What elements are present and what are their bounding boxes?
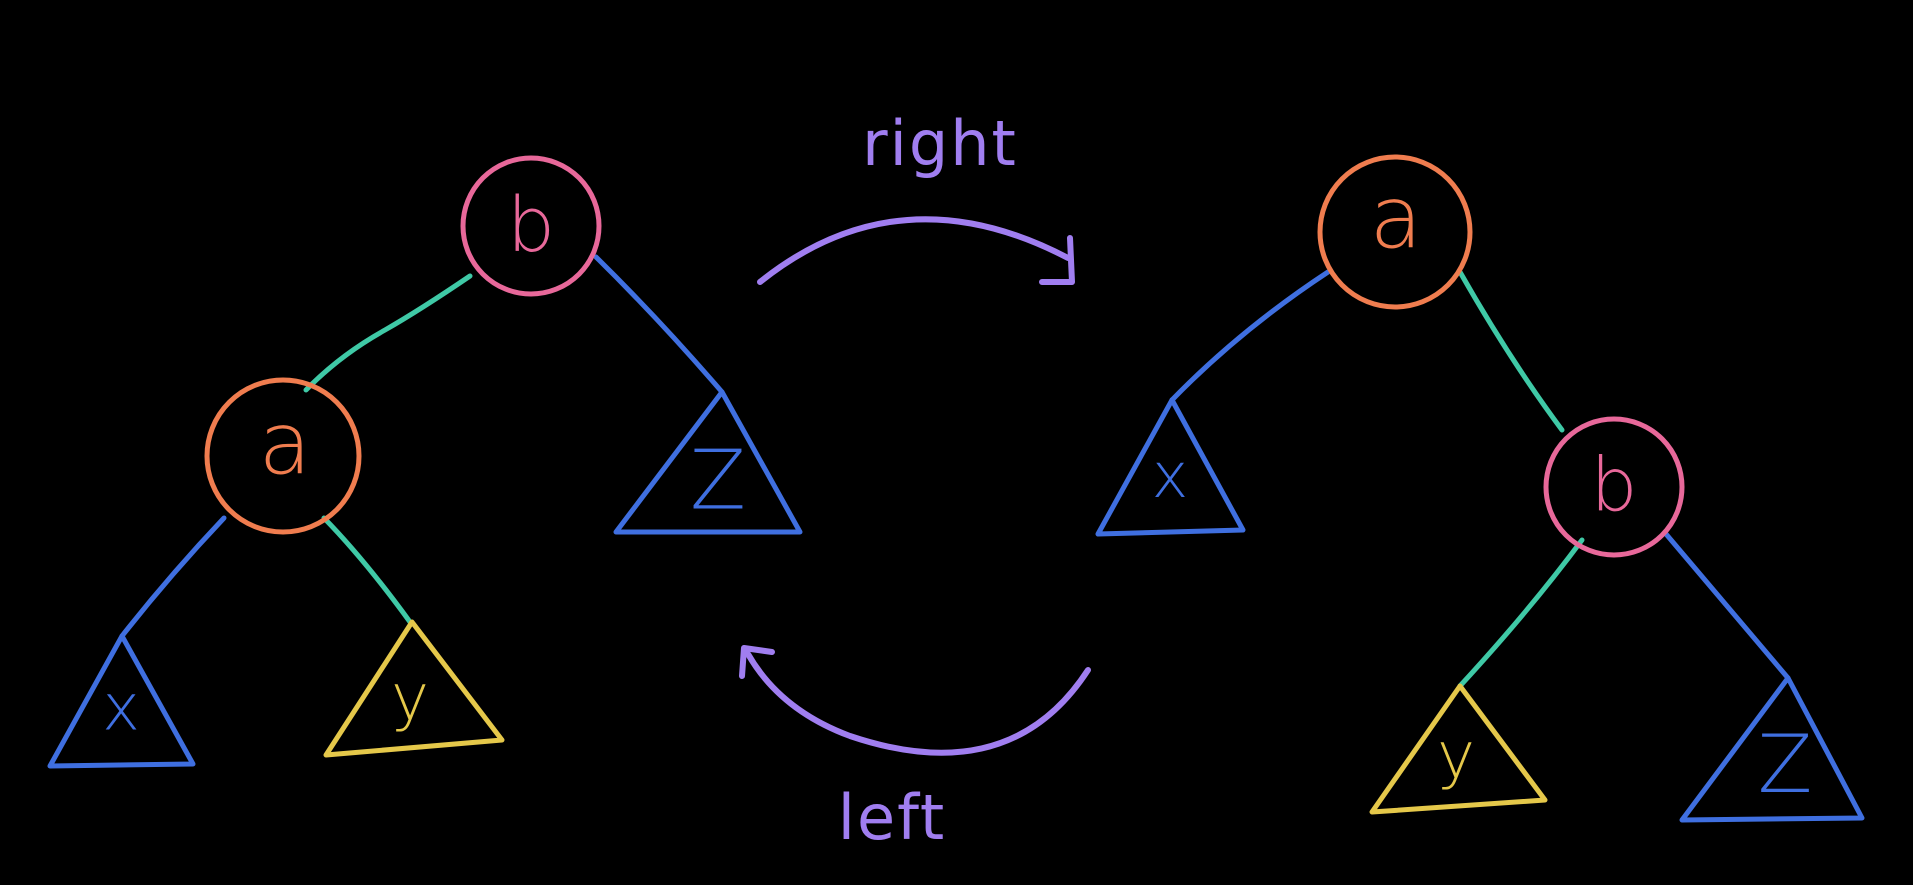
right-tree-edge-b-to-z xyxy=(1663,531,1791,681)
left-tree: b a x y Z xyxy=(47,155,803,769)
left-tree-subtree-z-label: Z xyxy=(690,434,746,529)
left-tree-edge-b-to-a xyxy=(303,273,473,393)
left-tree-node-a-label: a xyxy=(259,395,312,495)
rotate-right-arrow: right xyxy=(757,107,1075,285)
rotate-right-arrow-head xyxy=(1039,235,1075,285)
rotate-right-label: right xyxy=(862,107,1018,180)
right-tree-node-a: a xyxy=(1317,154,1473,310)
rotate-left-arrow-curve xyxy=(745,651,1091,756)
right-tree-node-a-circle xyxy=(1317,154,1473,310)
right-tree-node-b-label: b xyxy=(1591,443,1638,529)
rotation-arrows: right left xyxy=(739,107,1091,854)
right-tree-node-b: b xyxy=(1543,416,1685,558)
right-tree-subtree-y: y xyxy=(1369,683,1548,815)
right-tree-subtree-x-label: x xyxy=(1152,439,1189,512)
right-tree: a b x y Z xyxy=(1095,154,1865,823)
left-tree-node-b: b xyxy=(460,155,602,297)
right-tree-subtree-y-label: y xyxy=(1437,720,1475,794)
rotate-left-label: left xyxy=(838,781,946,854)
left-tree-edge-a-to-x xyxy=(119,515,227,639)
right-tree-subtree-z-triangle xyxy=(1679,675,1865,823)
left-tree-subtree-y: y xyxy=(323,619,505,758)
right-tree-subtree-x: x xyxy=(1095,397,1246,537)
rotate-left-arrow: left xyxy=(739,645,1091,854)
right-tree-subtree-z: Z xyxy=(1679,675,1865,823)
right-tree-edge-a-to-x xyxy=(1169,269,1331,403)
left-tree-subtree-y-label: y xyxy=(391,662,429,736)
left-tree-node-a: a xyxy=(204,377,362,535)
right-tree-edge-a-to-b xyxy=(1457,269,1565,433)
left-tree-node-b-label: b xyxy=(507,180,555,269)
right-tree-subtree-x-triangle xyxy=(1095,397,1246,537)
left-tree-subtree-x-label: x xyxy=(102,672,140,746)
left-tree-subtree-z: Z xyxy=(613,389,803,535)
right-tree-node-a-label: a xyxy=(1370,169,1423,269)
left-tree-node-a-circle xyxy=(204,377,362,535)
left-tree-subtree-y-triangle xyxy=(323,619,505,758)
left-tree-node-b-circle xyxy=(460,155,602,297)
left-tree-edge-b-to-z xyxy=(593,254,725,395)
right-tree-node-b-circle xyxy=(1543,416,1685,558)
left-tree-subtree-x-triangle xyxy=(47,633,196,769)
left-tree-edge-a-to-y xyxy=(321,515,413,625)
right-tree-subtree-y-triangle xyxy=(1369,683,1548,815)
rotate-right-arrow-curve xyxy=(757,216,1071,285)
left-tree-subtree-x: x xyxy=(47,633,196,769)
rotate-left-arrow-head xyxy=(739,645,775,679)
right-tree-edge-b-to-y xyxy=(1457,537,1585,689)
right-tree-subtree-z-label: Z xyxy=(1758,718,1813,811)
left-tree-subtree-z-triangle xyxy=(613,389,803,535)
